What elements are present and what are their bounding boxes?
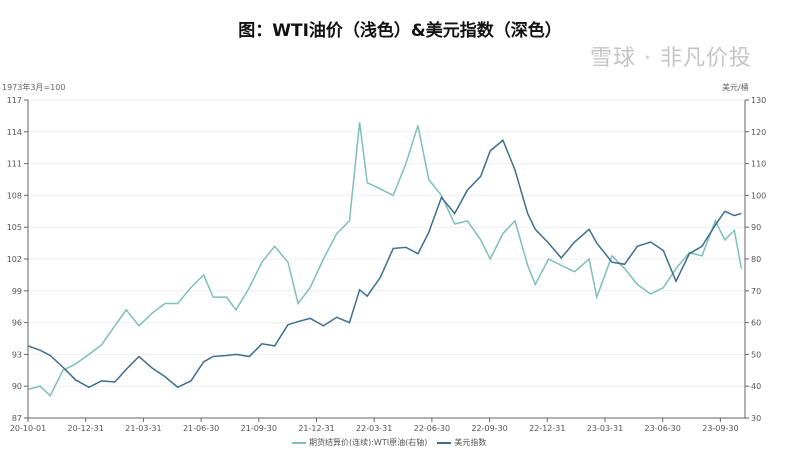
left-tick-label: 99: [12, 287, 22, 296]
left-tick-label: 108: [7, 191, 22, 200]
legend-label: 美元指数: [454, 438, 487, 447]
right-tick-label: 90: [751, 223, 761, 232]
legend-swatch: [437, 441, 452, 444]
right-tick-label: 110: [751, 160, 766, 169]
watermark: 雪球 · 非凡价投: [590, 46, 752, 71]
left-tick-label: 111: [7, 160, 22, 169]
right-tick-label: 40: [751, 382, 761, 391]
left-tick-label: 117: [7, 96, 22, 105]
x-tick-label: 20-12-31: [68, 424, 104, 433]
legend-label: 期货结算价(连续):WTI原油(右轴): [309, 438, 428, 447]
x-tick-label: 21-12-31: [298, 424, 334, 433]
dxy-line: [27, 139, 742, 389]
x-tick-label: 21-06-30: [183, 424, 219, 433]
x-tick-label: 20-10-01: [10, 424, 46, 433]
right-tick-label: 120: [751, 128, 766, 137]
x-tick-label: 22-03-31: [356, 424, 392, 433]
left-tick-label: 102: [7, 255, 22, 264]
x-tick-label: 22-06-30: [414, 424, 450, 433]
right-axis-label: 美元/桶: [722, 83, 749, 92]
left-tick-label: 96: [12, 319, 22, 328]
right-tick-label: 30: [751, 414, 761, 423]
x-tick-label: 22-09-30: [471, 424, 507, 433]
left-tick-label: 114: [7, 128, 22, 137]
left-tick-label: 90: [12, 382, 22, 391]
right-tick-label: 60: [751, 319, 761, 328]
legend: 期货结算价(连续):WTI原油(右轴) 美元指数: [292, 437, 486, 448]
right-tick-label: 130: [751, 96, 766, 105]
left-tick-label: 105: [7, 223, 22, 232]
wti-line: [27, 122, 743, 397]
x-tick-label: 21-03-31: [125, 424, 161, 433]
left-tick-label: 87: [12, 414, 22, 423]
legend-item-wti[interactable]: 期货结算价(连续):WTI原油(右轴): [292, 437, 427, 448]
right-tick-label: 70: [751, 287, 761, 296]
legend-swatch: [292, 441, 306, 444]
x-tick-label: 22-12-31: [529, 424, 565, 433]
x-tick-label: 23-06-30: [645, 424, 681, 433]
x-tick-label: 23-09-30: [702, 424, 738, 433]
right-tick-label: 50: [751, 350, 761, 359]
left-axis-label: 1973年3月=100: [2, 83, 66, 92]
right-tick-label: 80: [751, 255, 761, 264]
right-tick-label: 100: [751, 191, 766, 200]
legend-item-dxy[interactable]: 美元指数: [437, 437, 486, 448]
x-tick-label: 21-09-30: [241, 424, 277, 433]
left-tick-label: 93: [12, 350, 22, 359]
chart-title: 图：WTI油价（浅色）&美元指数（深色）: [238, 21, 562, 41]
x-tick-label: 23-03-31: [587, 424, 623, 433]
